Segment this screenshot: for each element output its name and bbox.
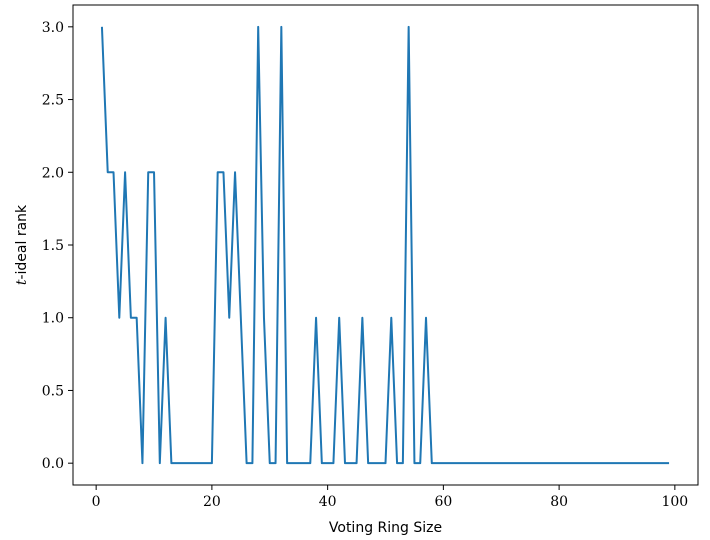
x-axis-label: Voting Ring Size bbox=[329, 520, 442, 536]
x-tick-label: 80 bbox=[550, 494, 568, 510]
x-axis-ticks: 0 20 40 60 80 100 bbox=[92, 485, 688, 510]
y-tick-label: 2.0 bbox=[42, 165, 64, 181]
x-tick-label: 20 bbox=[203, 494, 221, 510]
y-axis-ticks: 0.0 0.5 1.0 1.5 2.0 2.5 3.0 bbox=[42, 20, 73, 472]
y-axis-label-variable: t bbox=[14, 279, 30, 285]
y-tick-label: 1.0 bbox=[42, 311, 64, 327]
y-tick-label: 2.5 bbox=[42, 93, 64, 109]
y-axis-label: t-ideal rank bbox=[14, 204, 30, 285]
x-tick-label: 40 bbox=[319, 494, 337, 510]
series-line-0 bbox=[100, 25, 670, 465]
y-tick-label: 0.0 bbox=[42, 456, 64, 472]
y-tick-label: 3.0 bbox=[42, 20, 64, 36]
x-tick-label: 60 bbox=[434, 494, 452, 510]
axes-frame bbox=[72, 4, 699, 486]
y-tick-label: 0.5 bbox=[42, 383, 64, 399]
x-tick-label: 0 bbox=[92, 494, 101, 510]
y-axis-label-text: -ideal rank bbox=[14, 204, 30, 280]
x-tick-label: 100 bbox=[661, 494, 688, 510]
y-tick-label: 1.5 bbox=[42, 238, 64, 254]
plot-area bbox=[100, 25, 670, 465]
